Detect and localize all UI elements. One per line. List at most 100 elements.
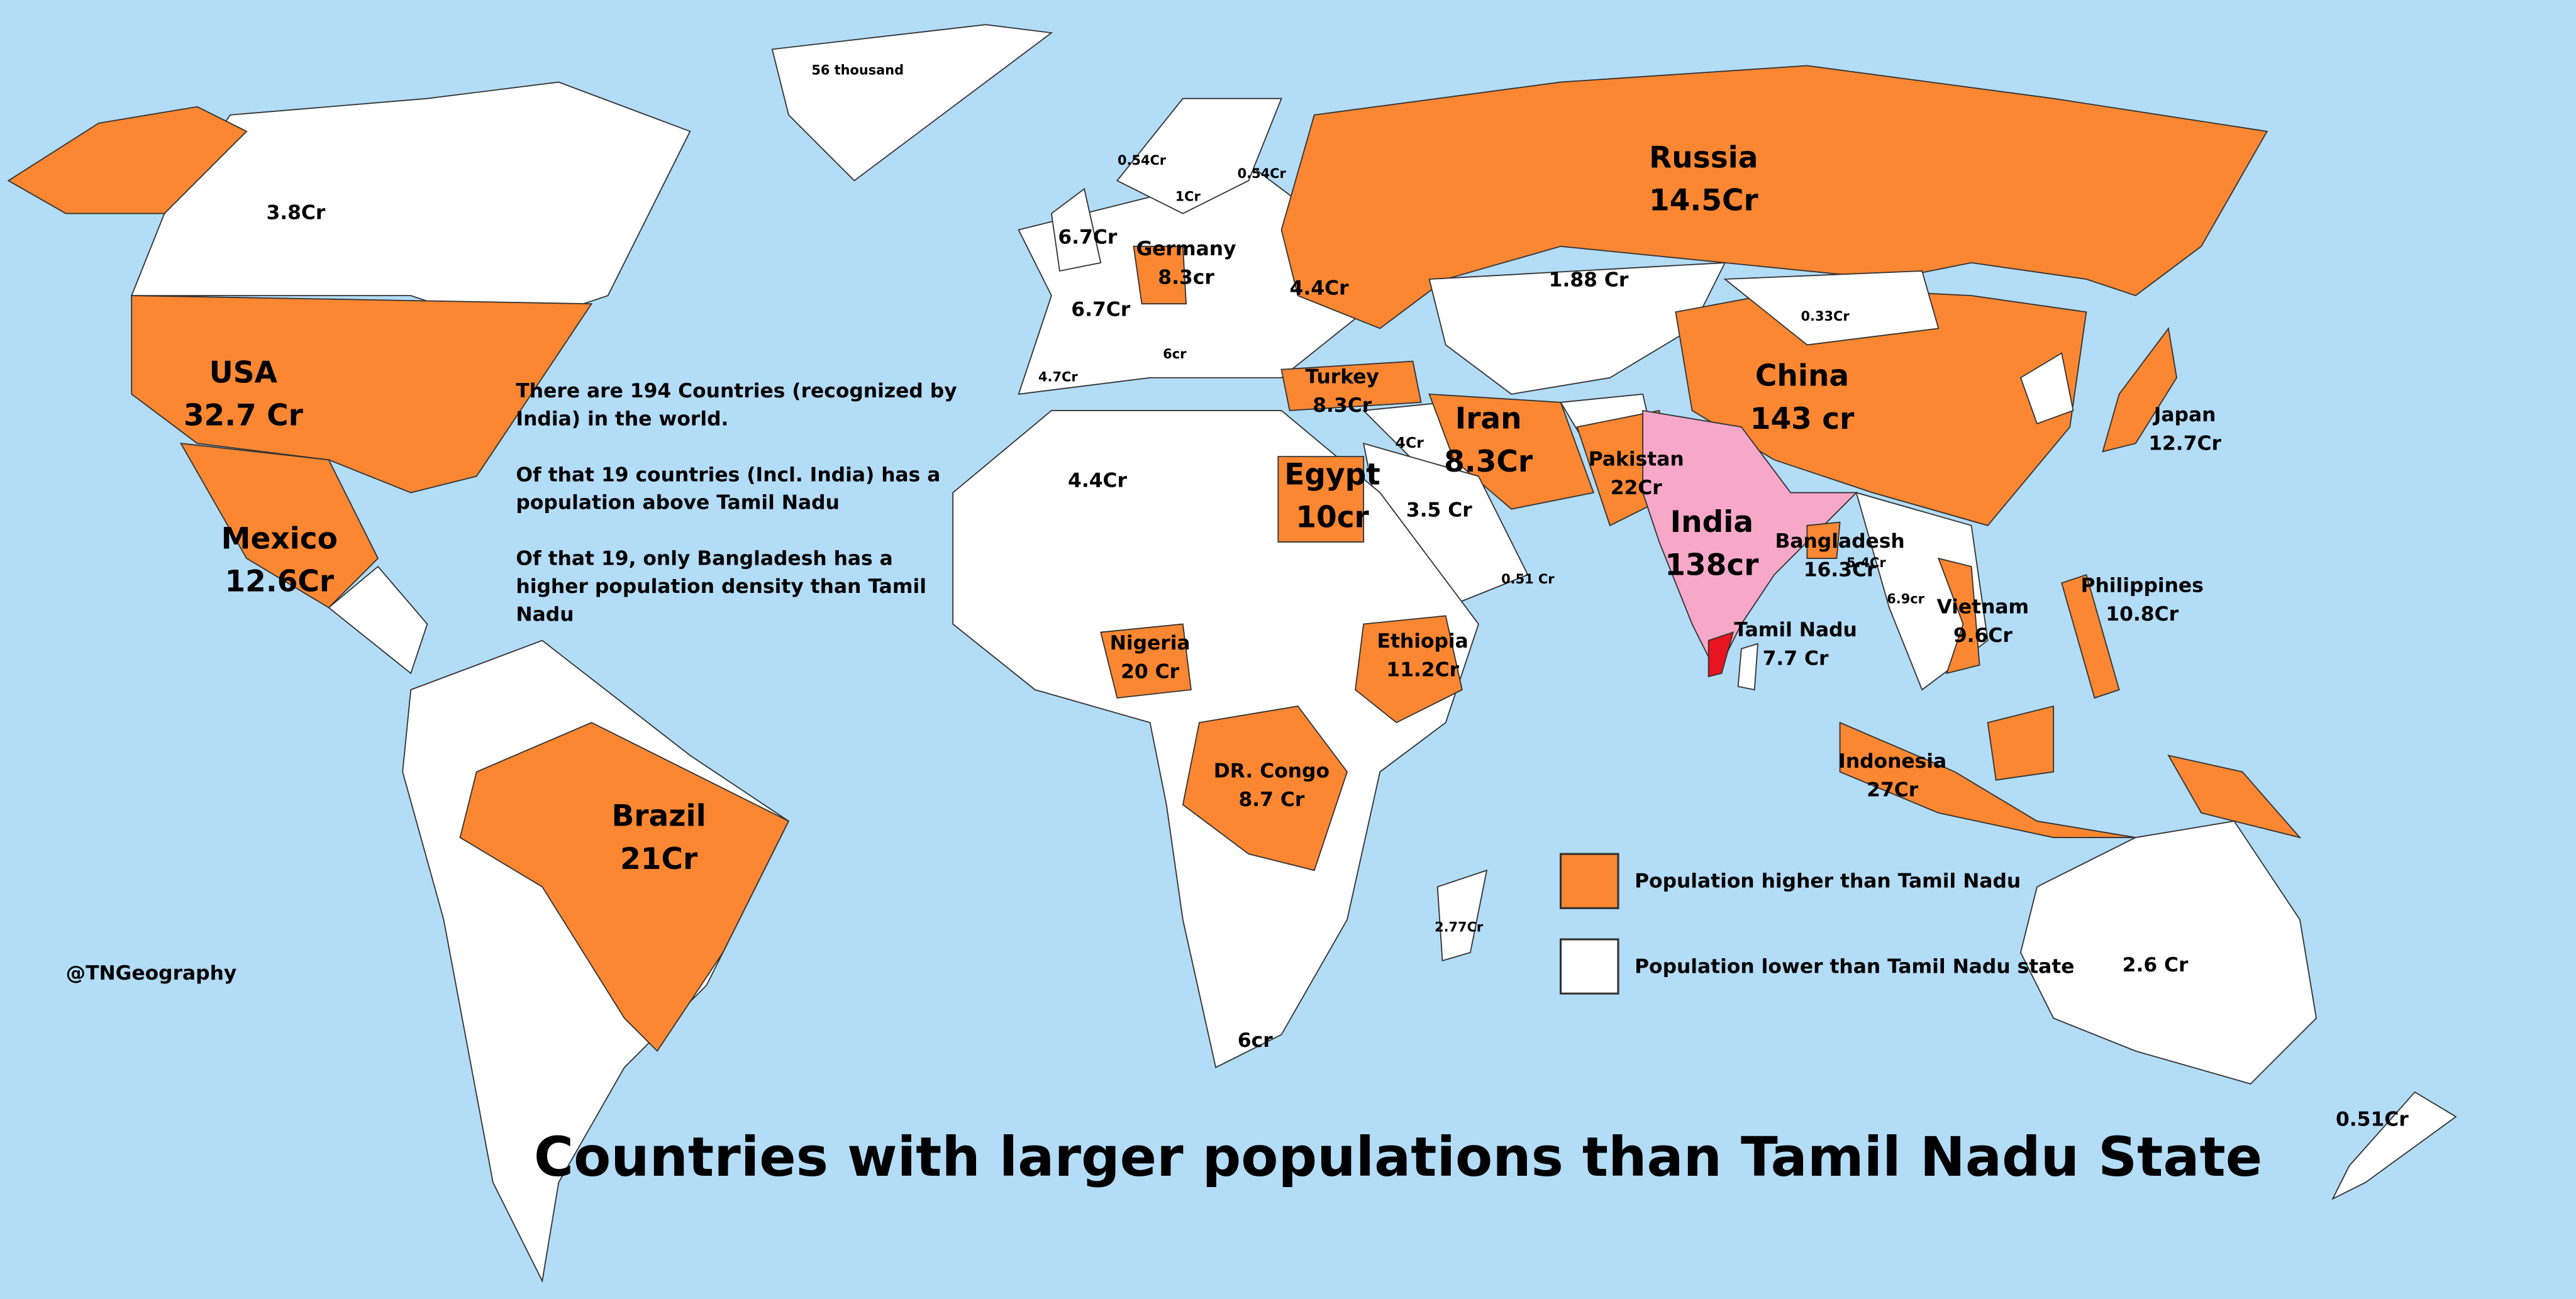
country-name: Pakistan <box>1589 448 1684 470</box>
indonesia <box>1839 721 2136 838</box>
country-label: 6.9cr <box>1887 591 1924 606</box>
country-population: 138cr <box>1665 548 1759 582</box>
country-population: 21Cr <box>620 841 698 876</box>
central-america <box>328 565 428 675</box>
uk <box>1050 187 1102 272</box>
country-population: 20 Cr <box>1121 660 1179 683</box>
country-name: Turkey <box>1306 366 1379 389</box>
sri-lanka <box>1737 643 1759 691</box>
country-label: 6cr <box>1238 1029 1273 1052</box>
philippines <box>2061 573 2120 699</box>
country-label: Russia 14.5Cr <box>1649 140 1758 218</box>
country-label: 0.33Cr <box>1801 309 1850 324</box>
country-population: 5.4Cr <box>1846 555 1886 570</box>
country-name: Russia <box>1649 140 1758 175</box>
mongolia <box>1723 270 1940 346</box>
country-population: 6.9cr <box>1887 591 1924 606</box>
country-population: 6.7Cr <box>1058 226 1117 249</box>
country-population: 8.3Cr <box>1313 394 1372 417</box>
country-population: 143 cr <box>1750 401 1855 436</box>
country-label: 1.88 Cr <box>1549 269 1629 292</box>
legend-swatch <box>1560 938 1619 995</box>
country-label: DR. Congo 8.7 Cr <box>1214 760 1330 811</box>
country-population: 2.6 Cr <box>2123 954 2189 976</box>
country-population: 10.8Cr <box>2106 603 2179 626</box>
bangladesh <box>1806 521 1841 559</box>
country-label: Pakistan 22Cr <box>1589 448 1684 499</box>
scandinavia <box>1116 97 1282 214</box>
country-population: 4Cr <box>1396 434 1424 451</box>
country-label: 3.8Cr <box>266 202 325 224</box>
country-label: 5.4Cr <box>1846 555 1886 570</box>
vietnam <box>1937 557 1980 675</box>
country-population: 4.4Cr <box>1290 277 1349 300</box>
legend-label: Population lower than Tamil Nadu state <box>1635 955 2074 978</box>
country-label: 6cr <box>1163 346 1187 362</box>
canada <box>130 81 691 329</box>
country-population: 22Cr <box>1611 477 1663 499</box>
country-label: Turkey 8.3Cr <box>1306 366 1379 417</box>
greenland <box>771 24 1053 182</box>
country-label: Egypt 10cr <box>1284 457 1380 534</box>
usa <box>131 295 593 494</box>
country-label: India 138cr <box>1665 505 1759 582</box>
country-name: DR. Congo <box>1214 760 1330 783</box>
credit: @TNGeography <box>66 962 237 985</box>
country-label: 4Cr <box>1396 434 1424 451</box>
nigeria <box>1100 623 1192 699</box>
australia <box>2019 820 2318 1085</box>
country-population: 1Cr <box>1175 189 1201 204</box>
country-population: 11.2Cr <box>1386 659 1459 682</box>
central-asia <box>1428 262 1726 395</box>
legend-swatch <box>1560 853 1619 909</box>
country-population: 0.54Cr <box>1118 153 1167 168</box>
korea <box>2019 352 2074 425</box>
country-name: Egypt <box>1284 457 1380 492</box>
notes: There are 194 Countries (recognized by I… <box>516 378 959 629</box>
note-paragraph: Of that 19 countries (Incl. India) has a… <box>516 463 941 514</box>
india <box>1642 409 1858 675</box>
land <box>7 24 2457 1283</box>
country-population: 3.8Cr <box>266 202 325 224</box>
country-population: 0.51Cr <box>2336 1108 2409 1130</box>
country-population: 1.88 Cr <box>1549 269 1629 292</box>
country-label: Iran 8.3Cr <box>1444 401 1533 478</box>
note-paragraph: There are 194 Countries (recognized by I… <box>516 379 957 431</box>
dr-congo <box>1182 705 1348 871</box>
country-population: 4.7Cr <box>1038 370 1078 385</box>
country-label: 6.7Cr <box>1071 299 1130 321</box>
country-label: 4.7Cr <box>1038 370 1078 385</box>
country-label: 0.54Cr <box>1238 166 1287 181</box>
country-label: Ethiopia 11.2Cr <box>1377 630 1468 681</box>
country-population: 0.54Cr <box>1238 166 1287 181</box>
country-name: Japan <box>2153 404 2216 426</box>
new-zealand <box>2331 1091 2457 1200</box>
germany <box>1133 245 1187 305</box>
turkey <box>1280 360 1422 411</box>
country-label: 6.7Cr <box>1058 226 1117 249</box>
map-title: Countries with larger populations than T… <box>534 1126 2262 1189</box>
country-label: 4.4Cr <box>1068 469 1127 492</box>
country-population: 6cr <box>1163 346 1187 362</box>
japan <box>2102 327 2177 453</box>
country-label: China 143 cr <box>1750 358 1855 436</box>
country-label: Tamil Nadu 7.7 Cr <box>1734 619 1857 670</box>
country-population: 6cr <box>1238 1029 1273 1052</box>
brazil <box>459 722 790 1053</box>
country-name: Vietnam <box>1936 595 2029 618</box>
country-labels: 56 thousand 3.8Cr 0.54Cr 0.54Cr 1Cr 6.7Cr Germ… <box>184 62 2409 1130</box>
notes-box: There are 194 Countries (recognized by I… <box>516 378 959 629</box>
country-label: 4.4Cr <box>1290 277 1349 300</box>
country-name: Iran <box>1455 401 1522 436</box>
country-label: 0.54Cr <box>1118 153 1167 168</box>
country-name: Indonesia <box>1838 750 1946 773</box>
country-name: China <box>1755 358 1849 393</box>
alaska <box>7 106 248 214</box>
country-population: 12.6Cr <box>225 564 334 599</box>
ethiopia <box>1355 615 1463 724</box>
papua <box>2167 755 2302 839</box>
country-population: 12.7Cr <box>2148 432 2221 455</box>
country-label: 3.5 Cr <box>1406 499 1472 521</box>
